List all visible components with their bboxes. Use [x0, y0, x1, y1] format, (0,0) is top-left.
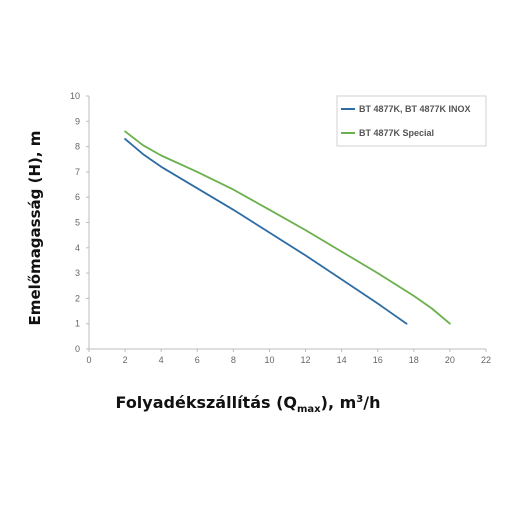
x-axis-label-main: Folyadékszállítás (Q: [116, 393, 297, 412]
x-tick-label: 22: [481, 355, 491, 365]
x-tick-label: 14: [337, 355, 347, 365]
series-lines: [124, 130, 451, 325]
y-tick-label: 10: [70, 91, 80, 101]
x-tick-label: 2: [123, 355, 128, 365]
x-tick-label: 0: [86, 355, 91, 365]
x-tick-label: 12: [301, 355, 311, 365]
y-tick-label: 5: [75, 218, 80, 228]
legend-label-2: BT 4877K Special: [359, 128, 434, 138]
y-tick-label: 8: [75, 142, 80, 152]
x-tick-label: 6: [195, 355, 200, 365]
x-tick-label: 18: [409, 355, 419, 365]
x-axis-label-superscript: 3: [356, 394, 363, 405]
series-line-1: [124, 138, 408, 325]
y-tick-label: 1: [75, 319, 80, 329]
series-line-2: [124, 130, 451, 325]
x-tick-label: 20: [445, 355, 455, 365]
x-axis-label-rest: ), m: [321, 393, 357, 412]
y-tick-label: 6: [75, 192, 80, 202]
y-tick-label: 7: [75, 167, 80, 177]
x-tick-label: 10: [264, 355, 274, 365]
x-axis-label: Folyadékszállítás (Qmax), m3/h: [116, 393, 381, 415]
legend: BT 4877K, BT 4877K INOX BT 4877K Special: [336, 95, 487, 147]
y-tick-label: 2: [75, 293, 80, 303]
x-axis-label-subscript: max: [297, 404, 321, 415]
legend-label-1: BT 4877K, BT 4877K INOX: [359, 104, 471, 114]
y-tick-label: 4: [75, 243, 80, 253]
x-axis-label-end: /h: [363, 393, 380, 412]
y-tick-label: 3: [75, 268, 80, 278]
y-axis-label: Emelőmagasság (H), m: [26, 131, 44, 326]
legend-box: [336, 95, 487, 147]
x-tick-label: 8: [231, 355, 236, 365]
x-tick-label: 16: [373, 355, 383, 365]
x-tick-label: 4: [159, 355, 164, 365]
y-tick-label: 0: [75, 344, 80, 354]
y-tick-label: 9: [75, 116, 80, 126]
